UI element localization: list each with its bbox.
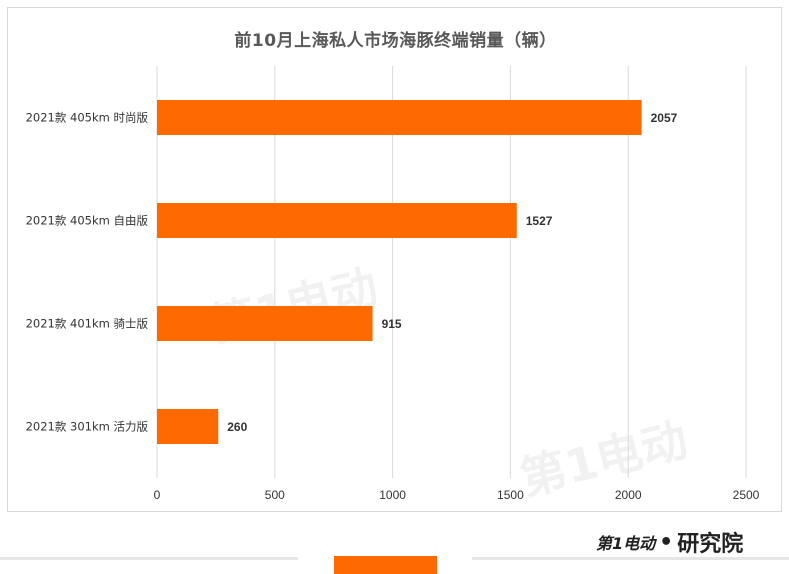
bar (157, 203, 517, 238)
x-tick-label: 0 (154, 488, 161, 502)
footer-accent-bar (334, 556, 437, 574)
category-label: 2021款 301km 活力版 (26, 420, 149, 434)
x-tick-label: 500 (265, 488, 285, 502)
bar-chart-plot: 0 500 1000 1500 2000 2500 2057 2021款 405km 时尚版 1… (26, 66, 760, 502)
bar-value-label: 260 (227, 420, 247, 434)
x-tick-label: 2000 (615, 488, 642, 502)
x-tick-label: 1000 (379, 488, 406, 502)
chart-frame: 前10月上海私人市场海豚终端销量（辆） 第1电动 第1电动 0 500 1000 15… (7, 7, 782, 512)
brand-separator: • (659, 529, 674, 555)
x-tick-label: 1500 (497, 488, 524, 502)
footer-divider-left (0, 557, 298, 560)
bar (157, 409, 219, 444)
bar (157, 100, 642, 135)
brand-logo-mark: 第1电动 (596, 534, 656, 553)
footer-divider-right (472, 557, 789, 560)
brand-logo: 第1电动 • 研究院 (596, 526, 743, 558)
brand-name: 研究院 (677, 532, 744, 557)
category-label: 2021款 405km 自由版 (26, 214, 149, 228)
bar-value-label: 915 (382, 317, 402, 331)
bar-value-label: 1527 (526, 214, 553, 228)
chart-title: 前10月上海私人市场海豚终端销量（辆） (234, 31, 557, 51)
bar-value-label: 2057 (651, 111, 678, 125)
category-label: 2021款 401km 骑士版 (26, 317, 149, 331)
bar (157, 306, 373, 341)
category-label: 2021款 405km 时尚版 (26, 111, 149, 125)
x-tick-label: 2500 (733, 488, 760, 502)
